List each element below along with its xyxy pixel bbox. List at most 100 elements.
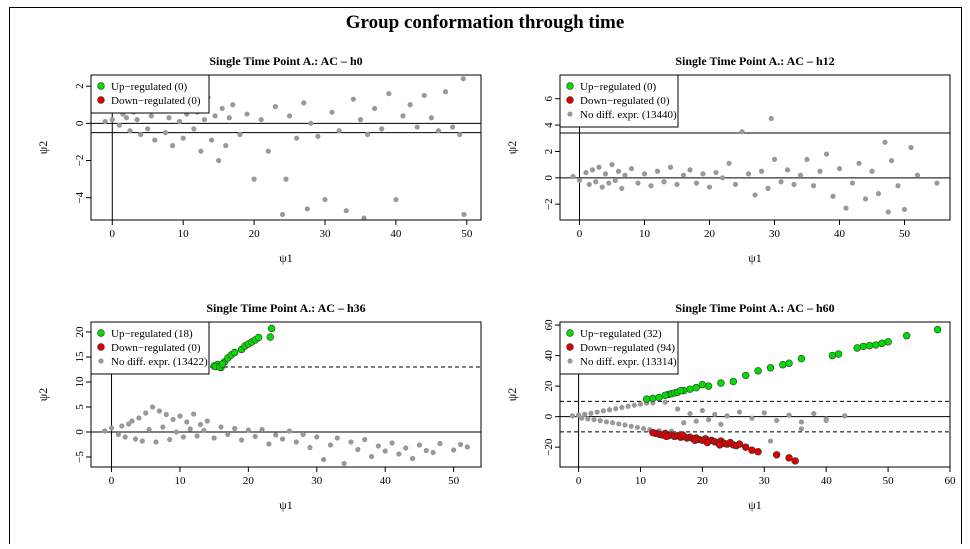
point-nodiff: [407, 102, 413, 108]
legend-box: [90, 74, 210, 114]
point-nodiff: [211, 435, 217, 441]
point-nodiff: [622, 422, 628, 428]
point-nodiff: [648, 183, 654, 189]
point-nodiff: [129, 418, 135, 424]
point-nodiff: [634, 424, 640, 430]
figure-title: Group conformation through time: [346, 12, 625, 33]
y-tick-label: 60: [543, 319, 555, 331]
point-nodiff: [134, 117, 140, 123]
point-nodiff: [591, 417, 597, 423]
point-nodiff: [252, 433, 258, 440]
point-nodiff: [279, 436, 286, 442]
legend-label: Up−regulated (18): [111, 328, 193, 340]
point-nodiff: [361, 215, 367, 220]
point-nodiff: [569, 413, 575, 419]
point-nodiff: [882, 139, 888, 145]
legend-label: Down−regulated (94): [580, 342, 675, 354]
point-nodiff: [628, 165, 635, 172]
point-nodiff: [300, 431, 306, 438]
point-down: [754, 448, 762, 456]
point-nodiff: [208, 137, 215, 143]
y-axis-label: ψ2: [36, 141, 50, 155]
x-tick-label: 50: [883, 475, 895, 487]
point-nodiff: [606, 180, 612, 186]
point-nodiff: [119, 423, 125, 429]
point-nodiff: [908, 144, 914, 151]
point-nodiff: [637, 401, 644, 407]
point-nodiff: [451, 447, 457, 453]
x-tick-label: 50: [899, 228, 911, 240]
point-nodiff: [322, 196, 328, 203]
point-nodiff: [817, 168, 823, 174]
point-down: [748, 446, 756, 454]
point-nodiff: [810, 183, 817, 189]
point-nodiff: [138, 131, 144, 138]
point-nodiff: [403, 445, 409, 451]
y-tick-label: 10: [74, 376, 86, 388]
point-up: [717, 379, 725, 387]
point-nodiff: [143, 410, 149, 416]
point-nodiff: [245, 427, 251, 433]
point-nodiff: [169, 143, 176, 149]
point-nodiff: [180, 135, 186, 141]
point-nodiff: [237, 131, 243, 138]
y-tick-label: −20: [543, 438, 555, 456]
y-tick-label: −5: [74, 451, 86, 463]
point-nodiff: [602, 171, 609, 177]
point-nodiff: [798, 426, 805, 432]
point-nodiff: [875, 191, 882, 197]
point-nodiff: [201, 117, 208, 123]
y-tick-label: 4: [543, 122, 555, 128]
point-nodiff: [225, 431, 231, 438]
point-nodiff: [588, 410, 594, 416]
point-nodiff: [699, 407, 705, 414]
point-nodiff: [700, 171, 706, 177]
panel-3: Single Time Point A.: AC – h36 0 10 20 30 40 5…: [36, 301, 482, 512]
point-nodiff: [726, 160, 732, 166]
point-nodiff: [457, 131, 463, 138]
legend-box: [559, 321, 679, 375]
point-nodiff: [457, 441, 464, 448]
point-nodiff: [184, 419, 190, 425]
y-tick-label: 6: [543, 95, 555, 101]
point-nodiff: [752, 192, 758, 198]
point-nodiff: [428, 115, 434, 121]
point-nodiff: [170, 416, 176, 423]
point-nodiff: [615, 168, 622, 174]
point-nodiff: [674, 181, 680, 188]
point-nodiff: [216, 157, 222, 164]
plot-box: [559, 74, 951, 221]
plot-area: [560, 322, 950, 467]
point-nodiff: [329, 109, 335, 115]
point-up: [677, 386, 685, 395]
point-nodiff: [156, 408, 163, 414]
point-nodiff: [570, 173, 576, 180]
point-nodiff: [758, 168, 765, 174]
point-nodiff: [613, 406, 619, 412]
point-nodiff: [382, 448, 388, 454]
point-nodiff: [191, 411, 197, 417]
point-up: [686, 385, 694, 393]
point-nodiff: [724, 413, 730, 419]
point-nodiff: [609, 162, 615, 168]
point-nodiff: [843, 205, 849, 211]
point-up: [704, 382, 713, 390]
point-nodiff: [315, 133, 321, 139]
point-nodiff: [589, 167, 596, 173]
point-up: [766, 364, 775, 372]
legend: Up−regulated (0) Down−regulated (0) No dif…: [559, 74, 679, 128]
legend-marker: [567, 111, 573, 117]
x-tick-label: 50: [448, 475, 460, 487]
point-nodiff: [895, 183, 901, 189]
legend-label: Down−regulated (0): [580, 95, 670, 107]
x-tick-label: 30: [759, 475, 771, 487]
point-down: [791, 457, 799, 465]
point-nodiff: [706, 184, 713, 190]
legend-marker: [97, 343, 105, 351]
point-up: [933, 325, 942, 334]
point-down: [649, 428, 657, 437]
point-up: [254, 333, 263, 342]
point-up: [797, 354, 806, 363]
point-nodiff: [619, 185, 625, 191]
point-nodiff: [173, 429, 180, 435]
